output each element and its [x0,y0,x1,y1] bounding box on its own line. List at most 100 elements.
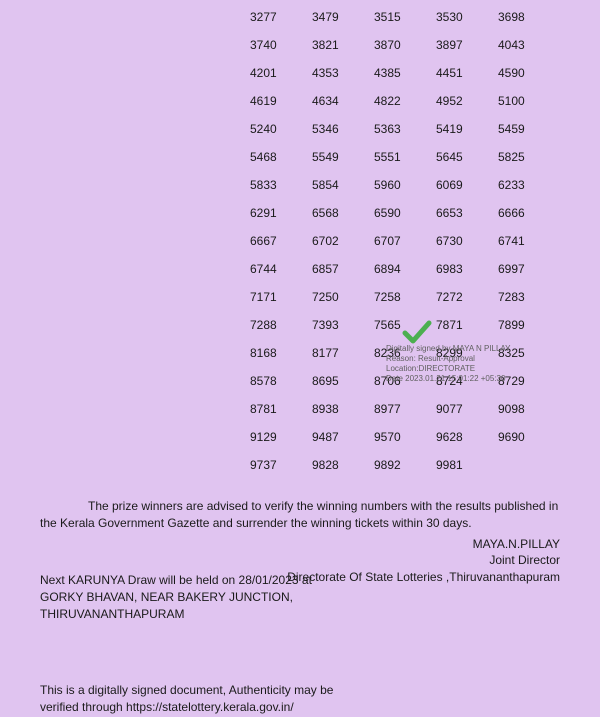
number-cell: 3740 [250,38,312,52]
number-cell: 4822 [374,94,436,108]
number-cell: 3897 [436,38,498,52]
number-cell: 6741 [498,234,560,248]
number-row: 67446857689469836997 [250,262,560,276]
number-cell: 6744 [250,262,312,276]
number-cell: 8695 [312,374,374,388]
number-cell: 5459 [498,122,560,136]
number-cell: 4619 [250,94,312,108]
number-cell: 5825 [498,150,560,164]
number-cell: 9737 [250,458,312,472]
number-cell: 9628 [436,430,498,444]
number-cell: 5960 [374,178,436,192]
number-cell: 7258 [374,290,436,304]
number-cell: 5346 [312,122,374,136]
number-cell: 8578 [250,374,312,388]
number-cell: 5833 [250,178,312,192]
number-cell: 4201 [250,66,312,80]
number-cell: 9828 [312,458,374,472]
number-cell: 6702 [312,234,374,248]
signatory-name: MAYA.N.PILLAY [40,536,560,553]
number-cell: 8781 [250,402,312,416]
number-cell: 7283 [498,290,560,304]
number-cell: 8325 [498,346,560,360]
number-cell: 7250 [312,290,374,304]
number-cell: 4385 [374,66,436,80]
number-cell: 8236 [374,346,436,360]
number-row: 9737982898929981 [250,458,560,472]
number-cell: 9690 [498,430,560,444]
number-row: 71717250725872727283 [250,290,560,304]
number-cell: 9098 [498,402,560,416]
number-cell: 6730 [436,234,498,248]
number-row: 37403821387038974043 [250,38,560,52]
number-cell: 9981 [436,458,498,472]
number-cell: 7899 [498,318,560,332]
number-cell: 9129 [250,430,312,444]
number-cell: 3530 [436,10,498,24]
number-cell: 3870 [374,38,436,52]
number-cell: 6291 [250,206,312,220]
number-row: 81688177823682998325 [250,346,560,360]
number-cell: 4451 [436,66,498,80]
number-row: 42014353438544514590 [250,66,560,80]
next-draw-info: Next KARUNYA Draw will be held on 28/01/… [40,572,320,622]
next-draw-line2: GORKY BHAVAN, NEAR BAKERY JUNCTION, THIR… [40,589,320,623]
number-cell: 6857 [312,262,374,276]
number-cell: 6069 [436,178,498,192]
number-cell: 3515 [374,10,436,24]
number-cell: 5419 [436,122,498,136]
number-cell: 8299 [436,346,498,360]
number-cell: 5363 [374,122,436,136]
number-row: 32773479351535303698 [250,10,560,24]
number-cell: 5240 [250,122,312,136]
number-cell: 8724 [436,374,498,388]
number-row: 85788695870687248729 [250,374,560,388]
number-cell: 7288 [250,318,312,332]
number-cell: 8938 [312,402,374,416]
number-cell: 7393 [312,318,374,332]
number-row: 91299487957096289690 [250,430,560,444]
number-cell: 3821 [312,38,374,52]
number-cell: 3479 [312,10,374,24]
number-cell: 3277 [250,10,312,24]
winning-numbers-grid: 32773479351535303698 37403821387038974043… [250,10,560,472]
number-cell: 8729 [498,374,560,388]
number-cell: 5645 [436,150,498,164]
number-cell: 6997 [498,262,560,276]
number-cell: 5549 [312,150,374,164]
advisory-text: The prize winners are advised to verify … [40,498,560,532]
number-cell: 5551 [374,150,436,164]
number-cell: 8706 [374,374,436,388]
number-cell: 3698 [498,10,560,24]
number-cell: 8977 [374,402,436,416]
number-cell: 4634 [312,94,374,108]
number-cell: 7272 [436,290,498,304]
number-cell: 4353 [312,66,374,80]
number-cell: 7565 [374,318,436,332]
next-draw-line1: Next KARUNYA Draw will be held on 28/01/… [40,572,320,589]
number-cell: 6590 [374,206,436,220]
number-cell: 6653 [436,206,498,220]
number-cell: 7871 [436,318,498,332]
number-cell: 9077 [436,402,498,416]
number-cell: 5854 [312,178,374,192]
number-cell: 7171 [250,290,312,304]
number-cell [498,458,560,472]
number-row: 54685549555156455825 [250,150,560,164]
number-cell: 8168 [250,346,312,360]
number-cell: 8177 [312,346,374,360]
number-row: 52405346536354195459 [250,122,560,136]
number-cell: 6894 [374,262,436,276]
number-cell: 4043 [498,38,560,52]
signatory-title: Joint Director [40,552,560,569]
number-cell: 6666 [498,206,560,220]
number-cell: 6233 [498,178,560,192]
number-cell: 9570 [374,430,436,444]
number-cell: 4952 [436,94,498,108]
number-cell: 6568 [312,206,374,220]
number-cell: 5468 [250,150,312,164]
number-cell: 6667 [250,234,312,248]
verification-text: This is a digitally signed document, Aut… [40,682,360,716]
number-cell: 6707 [374,234,436,248]
number-row: 46194634482249525100 [250,94,560,108]
